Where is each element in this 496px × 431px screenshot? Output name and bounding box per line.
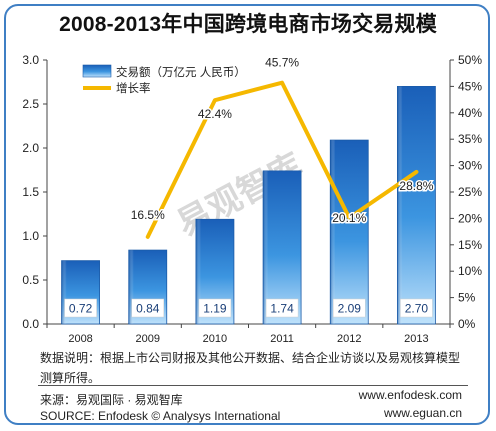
x-tick-label: 2011 xyxy=(270,333,294,345)
source-en: SOURCE: Enfodesk © Analysys Internationa… xyxy=(40,409,281,423)
legend-swatch-bar xyxy=(82,64,112,78)
y-left-tick-label: 0.5 xyxy=(22,273,39,287)
y-right-tick-label: 0% xyxy=(458,317,476,331)
y-right-tick-label: 5% xyxy=(458,291,476,305)
bar-label-box xyxy=(64,298,97,318)
x-tick-label: 2008 xyxy=(68,333,92,345)
y-right-tick-label: 40% xyxy=(458,106,482,120)
divider xyxy=(38,385,468,386)
y-right-tick-label: 50% xyxy=(458,53,482,67)
bar-label-box xyxy=(333,298,366,318)
y-left-tick-label: 2.0 xyxy=(22,141,39,155)
x-tick-label: 2009 xyxy=(136,333,160,345)
url-eguan[interactable]: www.eguan.cn xyxy=(383,406,462,420)
y-left-tick-label: 3.0 xyxy=(22,53,39,67)
y-left-tick-label: 0.0 xyxy=(22,317,39,331)
bar xyxy=(397,86,436,325)
bar-value-label: 2.09 xyxy=(338,302,362,316)
url-enfodesk[interactable]: www.enfodesk.com xyxy=(358,388,462,402)
bar-label-box xyxy=(400,298,433,318)
y-left-tick-label: 1.5 xyxy=(22,185,39,199)
bar-label-box xyxy=(198,298,232,318)
y-right-tick-label: 10% xyxy=(458,264,482,278)
growth-value-label: 42.4% xyxy=(198,107,232,121)
y-left-tick-label: 1.0 xyxy=(22,229,39,243)
x-tick-label: 2012 xyxy=(337,333,361,345)
growth-value-label: 45.7% xyxy=(265,56,299,70)
source-cn: 来源：易观国际 · 易观智库 xyxy=(40,393,183,407)
chart-title: 2008-2013年中国跨境电商市场交易规模 xyxy=(59,13,437,36)
growth-value-label: 16.5% xyxy=(131,208,165,222)
bar-value-label: 0.84 xyxy=(136,302,160,316)
bars: 0.72 0.84 1.19 1.74 2.09 2.70 xyxy=(61,86,436,325)
bar xyxy=(329,139,369,325)
data-note: 数据说明：根据上市公司财报及其他公开数据、结合企业访谈以及易观核算模型测算所得。 xyxy=(40,351,461,385)
bar-value-label: 0.72 xyxy=(69,302,93,316)
y-right-tick-label: 45% xyxy=(458,79,482,93)
bar-value-label: 1.74 xyxy=(270,302,294,316)
y-right-tick-label: 15% xyxy=(458,238,482,252)
legend: 交易额（万亿元 人民币） 增长率 xyxy=(82,64,246,95)
legend-label-bar: 交易额（万亿元 人民币） xyxy=(116,65,246,79)
bar-shade xyxy=(330,140,336,324)
bar xyxy=(262,170,302,325)
bar-label-box xyxy=(265,298,299,318)
growth-line: 16.5% 42.4% 45.7% 20.1% 28.8% xyxy=(129,54,435,239)
bar-shade xyxy=(263,170,269,324)
y-right-tick-label: 25% xyxy=(458,185,482,199)
growth-value-label: 28.8% xyxy=(399,179,433,193)
bar-label-box xyxy=(131,298,164,318)
bar-value-label: 2.70 xyxy=(405,302,429,316)
bar-value-label: 1.19 xyxy=(203,302,227,316)
bar-shade xyxy=(397,86,403,325)
y-left-tick-label: 2.5 xyxy=(22,97,39,111)
bar-shade xyxy=(61,260,67,324)
bar-shade xyxy=(128,250,134,324)
y-right-tick-label: 30% xyxy=(458,159,482,173)
growth-value-label: 20.1% xyxy=(332,211,366,225)
x-tick-label: 2013 xyxy=(404,333,428,345)
growth-line-path xyxy=(145,80,419,239)
x-tick-label: 2010 xyxy=(203,333,227,345)
y-right-tick-label: 35% xyxy=(458,132,482,146)
bar-shade xyxy=(195,219,201,324)
y-right-tick-label: 20% xyxy=(458,211,482,225)
legend-label-line: 增长率 xyxy=(116,81,151,95)
